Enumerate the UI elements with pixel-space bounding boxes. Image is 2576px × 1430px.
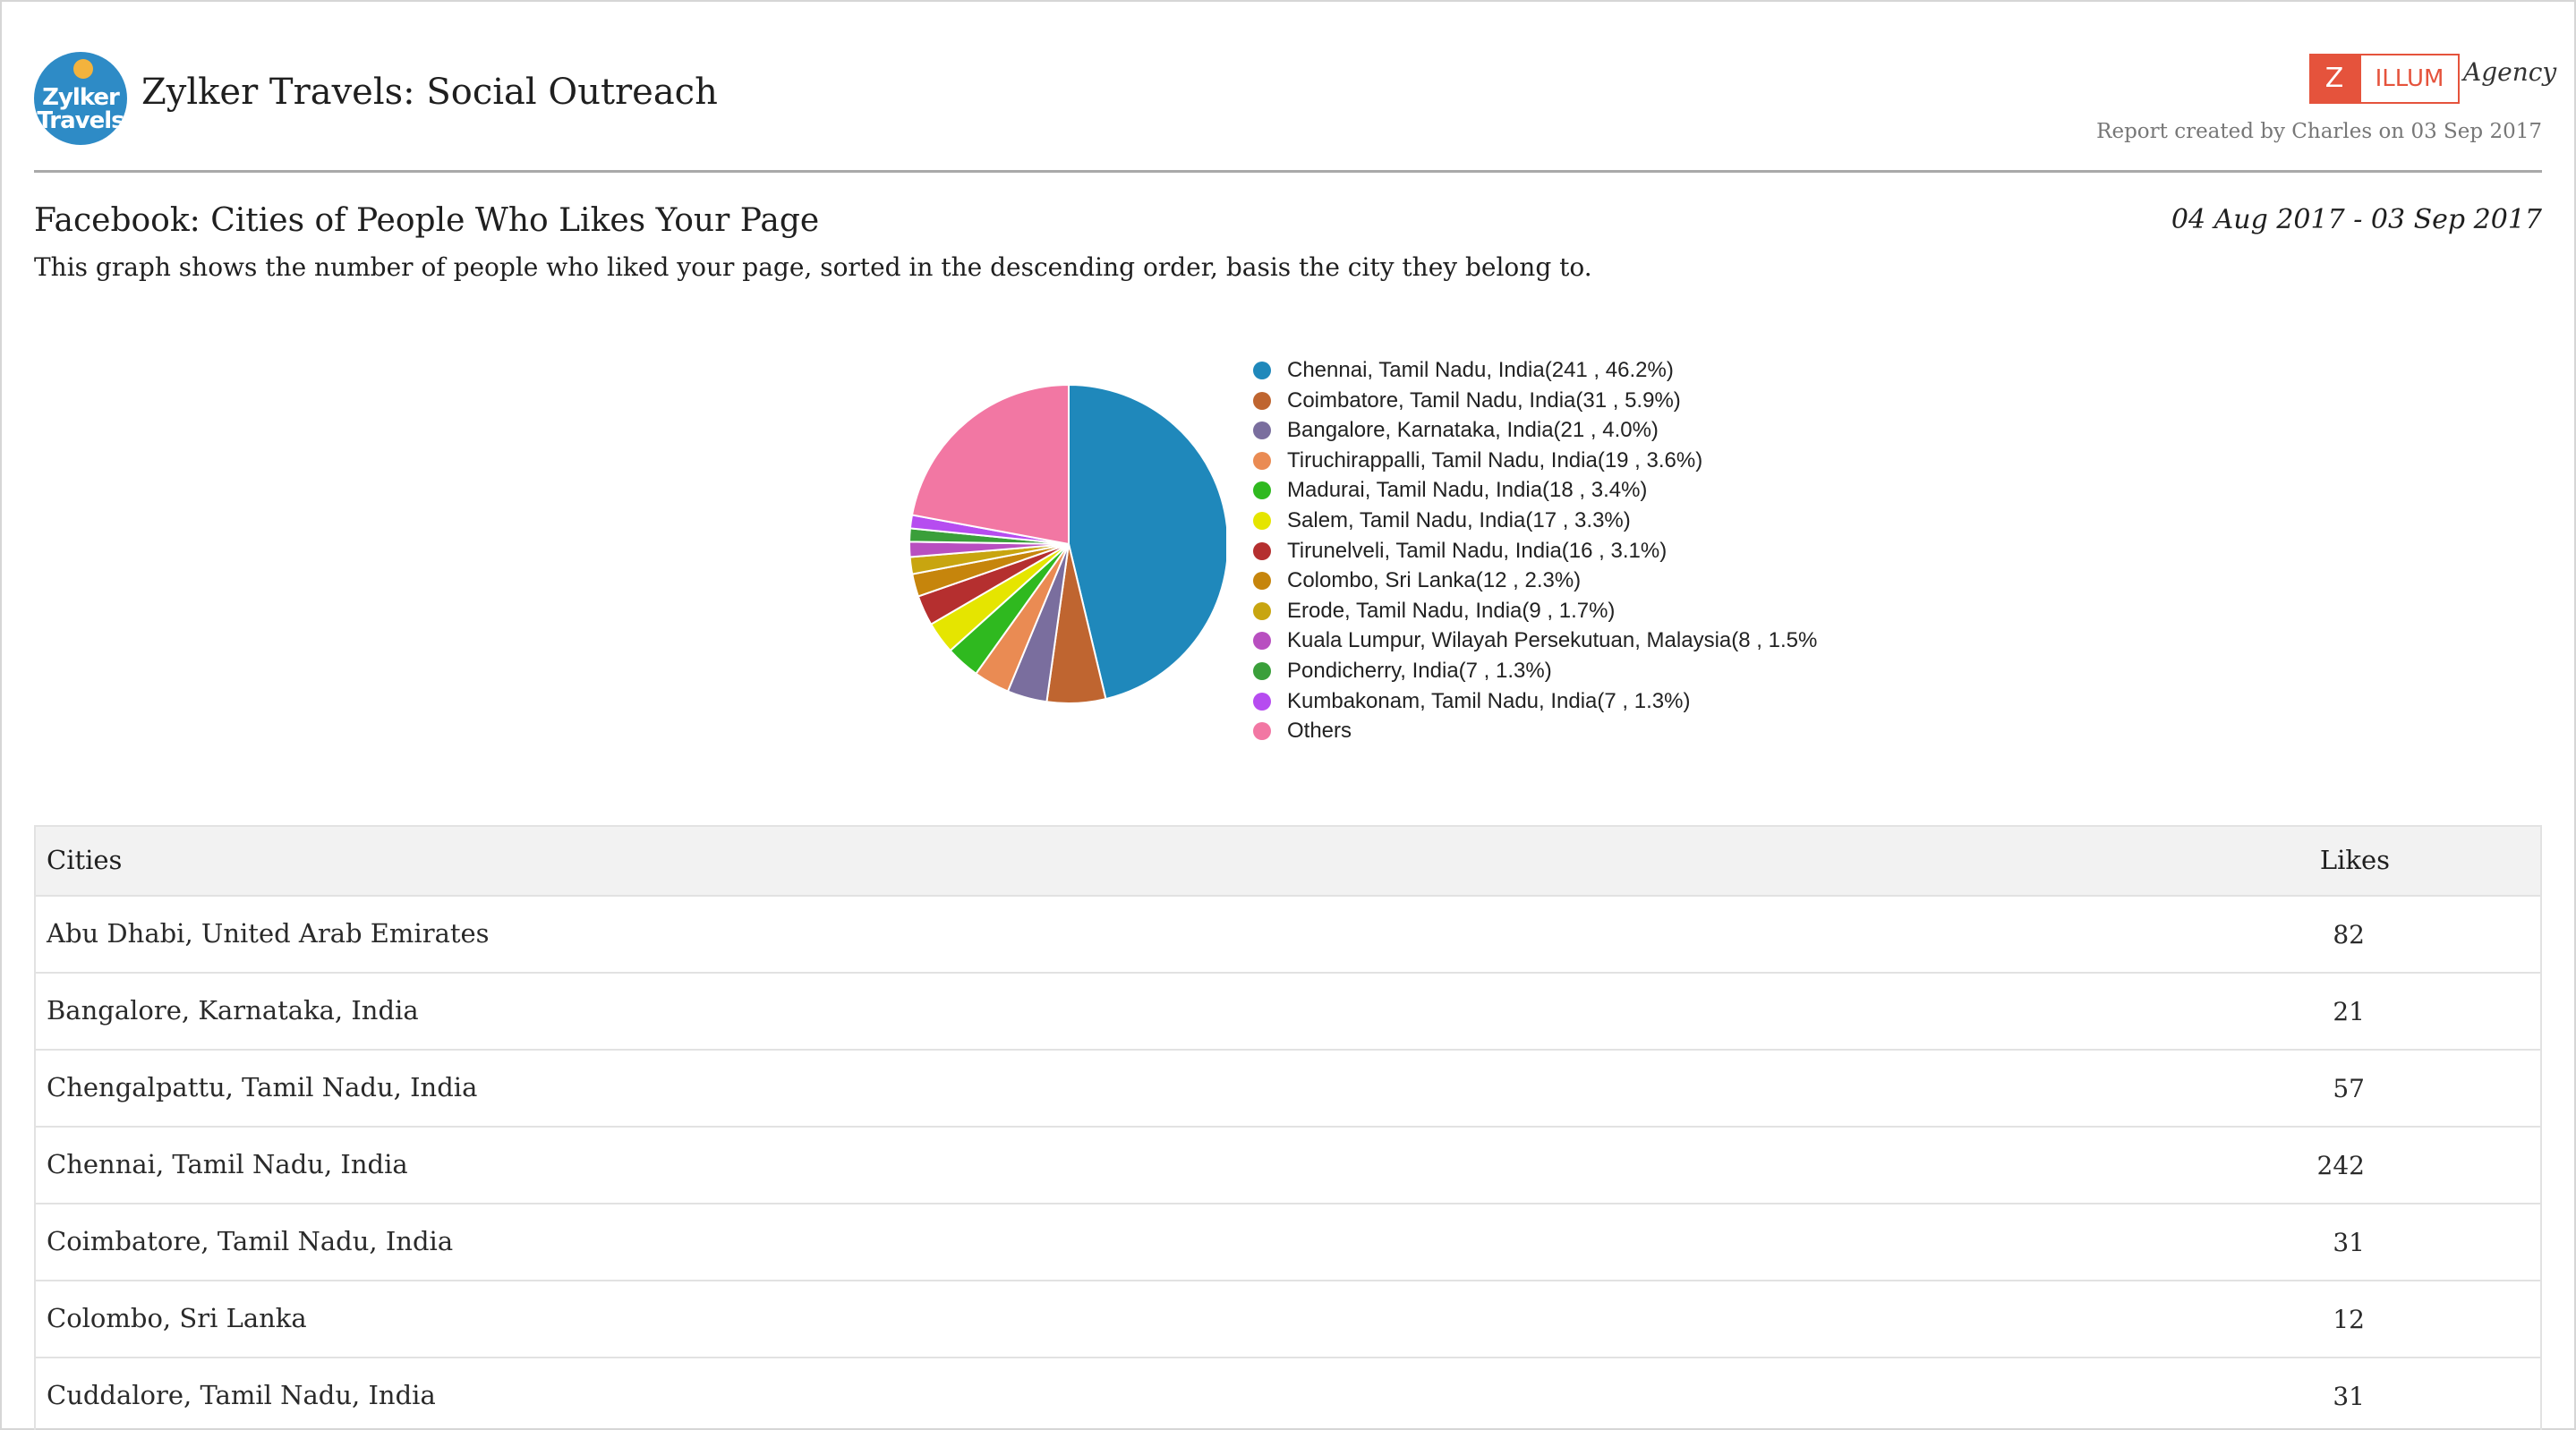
cell-likes: 242	[2316, 1151, 2365, 1180]
legend-item: Erode, Tamil Nadu, India(9 , 1.7%)	[1253, 597, 1826, 627]
pie-chart-svg	[908, 383, 1226, 704]
brand-z: Z	[2309, 54, 2359, 104]
brand-illum: ILLUM	[2359, 54, 2460, 104]
legend-marker	[1253, 541, 1271, 560]
cell-likes: 12	[2333, 1305, 2365, 1334]
legend-item: Pondicherry, India(7 , 1.3%)	[1253, 657, 1826, 687]
logo-text-line1: Zylker	[42, 84, 120, 111]
legend-item: Tirunelveli, Tamil Nadu, India(16 , 3.1%…	[1253, 537, 1826, 567]
brand-agency: Agency	[2463, 57, 2557, 87]
cell-city: Chengalpattu, Tamil Nadu, India	[47, 1072, 478, 1102]
table-row: Colombo, Sri Lanka 12	[36, 1281, 2540, 1358]
sun-icon	[73, 59, 93, 79]
legend-label: Erode, Tamil Nadu, India(9 , 1.7%)	[1287, 598, 1616, 623]
chart-legend: Chennai, Tamil Nadu, India(241 , 46.2%) C…	[1253, 356, 1826, 747]
table-header-row: Cities Likes	[36, 827, 2540, 897]
cell-likes: 21	[2333, 997, 2365, 1026]
report-header: Zylker Travels Zylker Travels: Social Ou…	[34, 52, 2556, 172]
cell-city: Colombo, Sri Lanka	[47, 1303, 307, 1333]
table-row: Coimbatore, Tamil Nadu, India 31	[36, 1204, 2540, 1281]
table-row: Chennai, Tamil Nadu, India 242	[36, 1128, 2540, 1204]
legend-marker	[1253, 421, 1271, 440]
legend-item: Others	[1253, 717, 1826, 747]
legend-label: Tirunelveli, Tamil Nadu, India(16 , 3.1%…	[1287, 538, 1668, 563]
cell-likes: 82	[2333, 920, 2365, 949]
cell-likes: 57	[2333, 1074, 2365, 1103]
column-header-cities: Cities	[47, 845, 123, 875]
legend-item: Salem, Tamil Nadu, India(17 , 3.3%)	[1253, 506, 1826, 537]
table-row: Cuddalore, Tamil Nadu, India 31	[36, 1358, 2540, 1430]
zylker-travels-logo: Zylker Travels	[34, 52, 127, 145]
cell-city: Cuddalore, Tamil Nadu, India	[47, 1380, 436, 1410]
legend-item: Madurai, Tamil Nadu, India(18 , 3.4%)	[1253, 476, 1826, 506]
legend-marker	[1253, 511, 1271, 530]
legend-label: Madurai, Tamil Nadu, India(18 , 3.4%)	[1287, 478, 1648, 503]
legend-label: Coimbatore, Tamil Nadu, India(31 , 5.9%)	[1287, 387, 1681, 413]
table-row: Abu Dhabi, United Arab Emirates 82	[36, 897, 2540, 974]
header-divider	[34, 170, 2542, 173]
legend-item: Chennai, Tamil Nadu, India(241 , 46.2%)	[1253, 356, 1826, 387]
report-created-text: Report created by Charles on 03 Sep 2017	[2096, 120, 2542, 143]
cell-city: Abu Dhabi, United Arab Emirates	[47, 918, 490, 949]
legend-item: Kumbakonam, Tamil Nadu, India(7 , 1.3%)	[1253, 687, 1826, 718]
legend-marker	[1253, 722, 1271, 741]
table-row: Chengalpattu, Tamil Nadu, India 57	[36, 1051, 2540, 1128]
legend-marker	[1253, 362, 1271, 379]
legend-label: Kuala Lumpur, Wilayah Persekutuan, Malay…	[1287, 628, 1818, 653]
legend-label: Kumbakonam, Tamil Nadu, India(7 , 1.3%)	[1287, 688, 1691, 713]
legend-label: Others	[1287, 719, 1352, 744]
cell-likes: 31	[2333, 1382, 2365, 1411]
legend-marker	[1253, 572, 1271, 591]
legend-label: Bangalore, Karnataka, India(21 , 4.0%)	[1287, 418, 1659, 443]
legend-marker	[1253, 692, 1271, 711]
legend-marker	[1253, 632, 1271, 651]
legend-marker	[1253, 601, 1271, 620]
section-title: Facebook: Cities of People Who Likes You…	[34, 202, 820, 239]
legend-marker	[1253, 451, 1271, 470]
legend-item: Colombo, Sri Lanka(12 , 2.3%)	[1253, 566, 1826, 597]
cities-table: Cities Likes Abu Dhabi, United Arab Emir…	[34, 825, 2542, 1430]
cell-likes: 31	[2333, 1228, 2365, 1257]
legend-marker	[1253, 391, 1271, 410]
legend-item: Kuala Lumpur, Wilayah Persekutuan, Malay…	[1253, 626, 1826, 657]
cell-city: Bangalore, Karnataka, India	[47, 995, 419, 1026]
table-row: Bangalore, Karnataka, India 21	[36, 974, 2540, 1051]
report-title: Zylker Travels: Social Outreach	[141, 72, 718, 113]
cell-city: Coimbatore, Tamil Nadu, India	[47, 1226, 454, 1256]
legend-item: Bangalore, Karnataka, India(21 , 4.0%)	[1253, 416, 1826, 447]
logo-text-line2: Travels	[37, 107, 124, 134]
zillum-agency-logo: Z ILLUM Agency	[2309, 52, 2556, 106]
column-header-likes: Likes	[2319, 845, 2390, 875]
legend-label: Salem, Tamil Nadu, India(17 , 3.3%)	[1287, 507, 1631, 532]
legend-label: Pondicherry, India(7 , 1.3%)	[1287, 658, 1552, 683]
legend-marker	[1253, 661, 1271, 680]
pie-chart: Chennai, Tamil Nadu, India(241 , 46.2%) C…	[886, 349, 1826, 761]
legend-item: Coimbatore, Tamil Nadu, India(31 , 5.9%)	[1253, 387, 1826, 417]
legend-label: Colombo, Sri Lanka(12 , 2.3%)	[1287, 568, 1582, 593]
pie-slice	[910, 383, 1070, 546]
pie-slice	[1068, 383, 1226, 701]
cell-city: Chennai, Tamil Nadu, India	[47, 1149, 408, 1179]
legend-marker	[1253, 481, 1271, 500]
legend-label: Chennai, Tamil Nadu, India(241 , 46.2%)	[1287, 358, 1674, 382]
section-description: This graph shows the number of people wh…	[34, 252, 1592, 282]
legend-item: Tiruchirappalli, Tamil Nadu, India(19 , …	[1253, 447, 1826, 477]
legend-label: Tiruchirappalli, Tamil Nadu, India(19 , …	[1287, 447, 1703, 472]
date-range: 04 Aug 2017 - 03 Sep 2017	[2171, 204, 2542, 235]
